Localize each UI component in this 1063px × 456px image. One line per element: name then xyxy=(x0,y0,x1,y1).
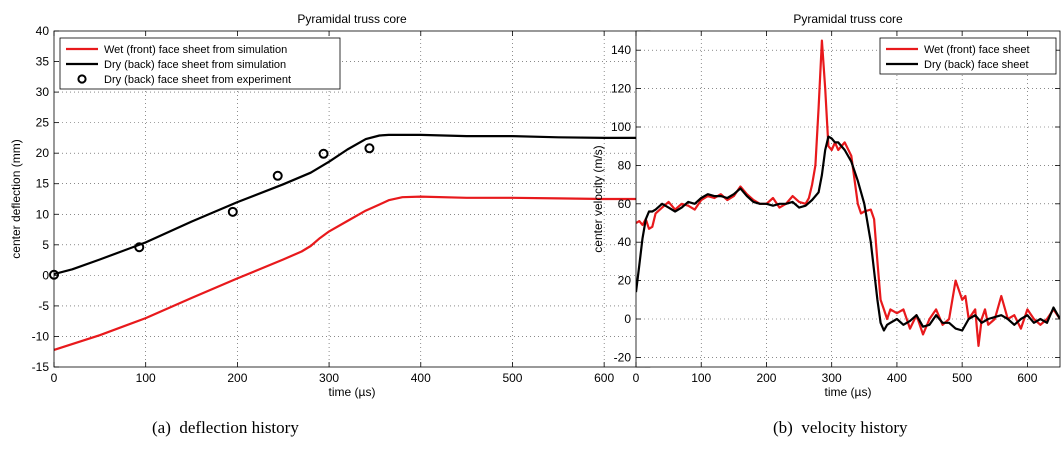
chart1-y-axis-label: center deflection (mm) xyxy=(9,139,23,258)
chart1-y-tick-label: 0 xyxy=(42,268,49,282)
chart2-legend-label-1: Wet (front) face sheet xyxy=(924,44,1030,56)
chart1-x-tick-label: 400 xyxy=(411,371,431,385)
chart2-y-tick-label: 40 xyxy=(618,235,632,249)
chart2-title: Pyramidal truss core xyxy=(793,12,903,26)
chart1-y-tick-label: 15 xyxy=(36,177,50,191)
chart1-y-tick-label: -5 xyxy=(38,299,49,313)
chart2-x-tick-label: 0 xyxy=(633,371,640,385)
caption-a-label: (a) xyxy=(152,418,171,437)
chart2-y-tick-label: 60 xyxy=(618,197,632,211)
chart1-x-tick-label: 300 xyxy=(319,371,339,385)
chart1-title: Pyramidal truss core xyxy=(297,12,407,26)
chart1-y-tick-label: 30 xyxy=(36,85,50,99)
chart1-series-3-marker xyxy=(318,148,329,159)
chart1-series-3-marker xyxy=(134,242,145,253)
chart1-x-tick-label: 100 xyxy=(136,371,156,385)
chart1-legend: Wet (front) face sheet from simulation Dr… xyxy=(59,37,341,90)
chart1-series-3-marker xyxy=(227,206,238,217)
chart2-y-tick-label: -20 xyxy=(614,350,632,364)
chart2-y-tick-label: 140 xyxy=(611,43,631,57)
chart2-y-axis-label: center velocity (m/s) xyxy=(591,145,605,252)
chart2-series-1-line xyxy=(636,39,1060,347)
chart1-y-tick-label: 20 xyxy=(36,146,50,160)
chart2-y-tick-label: 100 xyxy=(611,120,631,134)
chart2-series-2-line xyxy=(636,135,1060,332)
chart2-legend-label-2: Dry (back) face sheet xyxy=(924,59,1029,71)
chart1-legend-marker-3 xyxy=(77,74,87,84)
chart2-x-tick-label: 300 xyxy=(822,371,842,385)
chart1-x-axis-label: time (µs) xyxy=(329,385,376,399)
chart2-group: 0 100 200 300 400 500 600-20020406080100120140… xyxy=(591,12,1061,399)
chart2-y-tick-label: 0 xyxy=(624,312,631,326)
chart1-legend-label-3: Dry (back) face sheet from experiment xyxy=(104,74,291,86)
chart1-y-tick-label: 40 xyxy=(36,24,50,38)
chart1-y-tick-label: 10 xyxy=(36,207,50,221)
caption-a: (a) deflection history xyxy=(152,418,299,438)
chart2-y-tick-label: 20 xyxy=(618,274,632,288)
chart2-x-axis-label: time (µs) xyxy=(825,385,872,399)
chart1-series-2-line xyxy=(54,133,650,276)
chart1-legend-label-2: Dry (back) face sheet from simulation xyxy=(104,59,286,71)
chart1-group: 0 100 200 300 400 500 600-15-10-50510152025303… xyxy=(9,12,651,399)
chart1-y-tick-label: -15 xyxy=(32,360,50,374)
chart1-y-tick-label: -10 xyxy=(32,329,50,343)
chart2-legend: Wet (front) face sheet Dry (back) face sh… xyxy=(879,37,1057,75)
chart1-y-tick-label: 35 xyxy=(36,55,50,69)
chart1-y-tick-label: 25 xyxy=(36,116,50,130)
chart2-y-tick-label: 80 xyxy=(618,158,632,172)
chart2-plot-area xyxy=(636,31,1060,367)
chart2-x-tick-label: 400 xyxy=(887,371,907,385)
chart1-series-3-marker xyxy=(364,143,375,154)
caption-b-text: velocity history xyxy=(801,418,908,437)
chart2-x-tick-label: 100 xyxy=(691,371,711,385)
chart2-x-tick-label: 500 xyxy=(952,371,972,385)
chart1-series-1-line xyxy=(54,195,650,351)
chart2-x-tick-label: 200 xyxy=(756,371,776,385)
chart1-x-tick-label: 0 xyxy=(51,371,58,385)
chart1-legend-label-1: Wet (front) face sheet from simulation xyxy=(104,44,287,56)
chart2-legend-box xyxy=(879,37,1057,75)
chart1-x-tick-label: 200 xyxy=(227,371,247,385)
caption-b-label: (b) xyxy=(773,418,793,437)
chart1-legend-box xyxy=(59,37,341,90)
chart1-x-tick-label: 600 xyxy=(594,371,614,385)
chart2-axes-box xyxy=(635,30,1061,368)
chart2-y-tick-label: 120 xyxy=(611,82,631,96)
caption-a-text: deflection history xyxy=(179,418,299,437)
chart1-series-3-marker xyxy=(272,170,283,181)
chart1-x-tick-label: 500 xyxy=(502,371,522,385)
chart2-x-tick-label: 600 xyxy=(1017,371,1037,385)
chart1-y-tick-label: 5 xyxy=(42,238,49,252)
caption-b: (b) velocity history xyxy=(773,418,908,438)
